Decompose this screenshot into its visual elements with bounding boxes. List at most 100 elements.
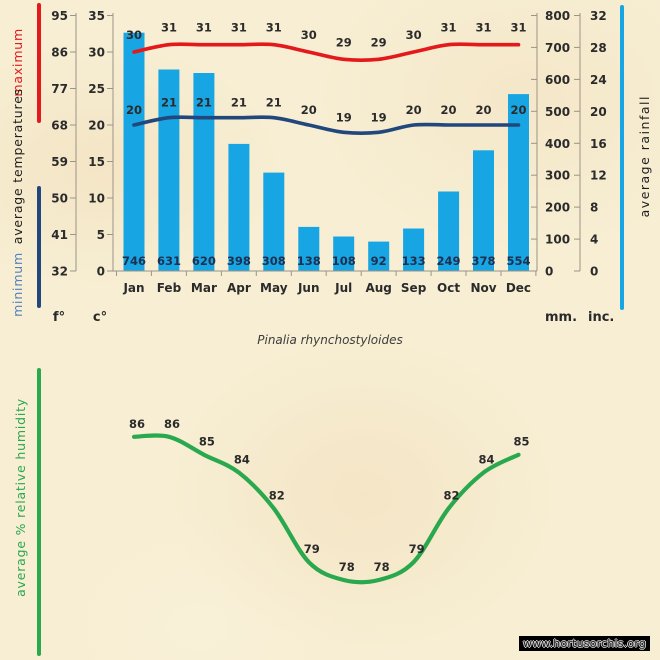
humidity-value-label: 82 (269, 488, 285, 502)
humidity-value-label: 79 (304, 542, 320, 556)
humidity-value-label: 78 (374, 560, 390, 574)
f-axis-tick-label: 32 (51, 265, 68, 279)
humidity-value-label: 84 (478, 453, 494, 467)
humidity-value-label: 79 (409, 542, 425, 556)
inc-axis-tick-label: 28 (590, 41, 607, 55)
rainfall-bar (508, 94, 529, 271)
c-axis-tick-label: 15 (88, 155, 105, 169)
min-temp-value-label: 19 (371, 110, 387, 124)
min-temp-value-label: 21 (231, 96, 247, 110)
rainfall-bar (228, 144, 249, 271)
month-label: Jul (334, 281, 352, 295)
watermark: www.hortusorchis.org (519, 636, 650, 651)
mm-axis-tick-label: 700 (545, 41, 570, 55)
inc-axis-tick-label: 4 (590, 233, 598, 247)
min-temp-value-label: 20 (475, 103, 491, 117)
inc-axis-tick-label: 8 (590, 201, 598, 215)
inc-axis-tick-label: 24 (590, 73, 607, 87)
c-axis-tick-label: 25 (88, 82, 105, 96)
max-temp-value-label: 30 (126, 28, 142, 42)
month-label: Mar (191, 281, 217, 295)
month-label: Sep (401, 281, 427, 295)
max-temp-value-label: 31 (475, 21, 491, 35)
inc-axis-tick-label: 32 (590, 9, 607, 23)
min-temp-value-label: 20 (301, 103, 317, 117)
month-label: Nov (470, 281, 496, 295)
max-temp-value-label: 31 (231, 21, 247, 35)
humidity-line (134, 435, 519, 582)
rain-value-label: 554 (506, 254, 530, 268)
max-temp-value-label: 29 (336, 35, 352, 49)
axes (70, 13, 580, 276)
month-label: Oct (437, 281, 460, 295)
month-label: Apr (227, 281, 251, 295)
max-temp-value-label: 30 (406, 28, 422, 42)
humidity-value-label: 82 (444, 488, 460, 502)
humidity-value-label: 84 (234, 453, 250, 467)
min-temp-value-label: 21 (161, 96, 177, 110)
month-label: Feb (157, 281, 182, 295)
c-axis-tick-label: 0 (97, 265, 105, 279)
c-axis-tick-label: 20 (88, 119, 105, 133)
max-temp-value-label: 30 (301, 28, 317, 42)
min-temp-value-label: 21 (266, 96, 282, 110)
max-temp-value-label: 29 (371, 35, 387, 49)
inc-axis-tick-label: 12 (590, 169, 607, 183)
mm-axis-tick-label: 100 (545, 233, 570, 247)
f-axis-tick-label: 50 (51, 192, 68, 206)
charts-canvas: 9586776859504132353025201510508007006005… (0, 0, 660, 660)
month-label: Dec (506, 281, 531, 295)
month-label: Jun (297, 281, 320, 295)
rain-value-label: 138 (297, 254, 321, 268)
humidity-value-label: 86 (164, 417, 180, 431)
f-axis-tick-label: 59 (51, 155, 68, 169)
mm-axis-tick-label: 300 (545, 169, 570, 183)
mm-axis-tick-label: 500 (545, 105, 570, 119)
c-axis-tick-label: 5 (97, 228, 105, 242)
min-temp-value-label: 20 (126, 103, 142, 117)
rain-value-label: 378 (471, 254, 495, 268)
humidity-value-label: 85 (199, 435, 215, 449)
rain-value-label: 746 (122, 254, 146, 268)
inc-axis-tick-label: 16 (590, 137, 607, 151)
mm-axis-tick-label: 600 (545, 73, 570, 87)
rain-value-label: 308 (262, 254, 286, 268)
rainfall-bar (124, 33, 145, 271)
mm-axis-tick-label: 200 (545, 201, 570, 215)
rainfall-bars (124, 33, 530, 271)
rainfall-bar (473, 150, 494, 271)
inc-axis-tick-label: 20 (590, 105, 607, 119)
humidity-value-label: 85 (513, 435, 529, 449)
f-axis-tick-label: 95 (51, 9, 68, 23)
f-axis-tick-label: 77 (51, 82, 68, 96)
mm-axis-tick-label: 0 (545, 265, 553, 279)
c-axis-tick-label: 30 (88, 46, 105, 60)
min-temp-value-label: 20 (510, 103, 526, 117)
f-axis-tick-label: 86 (51, 46, 68, 60)
max-temp-value-label: 31 (196, 21, 212, 35)
f-axis-tick-label: 41 (51, 228, 68, 242)
humidity-value-label: 86 (129, 417, 145, 431)
rain-value-label: 249 (437, 254, 461, 268)
max-temp-value-label: 31 (441, 21, 457, 35)
f-axis-tick-label: 68 (51, 119, 68, 133)
min-temp-line (134, 117, 519, 133)
c-axis-tick-label: 35 (88, 9, 105, 23)
min-temp-value-label: 20 (406, 103, 422, 117)
min-temp-value-label: 19 (336, 110, 352, 124)
rain-value-label: 108 (332, 254, 356, 268)
climate-diagram: maximum average temperatures minimum ave… (0, 0, 660, 660)
mm-axis-tick-label: 400 (545, 137, 570, 151)
rain-value-label: 620 (192, 254, 216, 268)
inc-axis-tick-label: 0 (590, 265, 598, 279)
max-temp-value-label: 31 (510, 21, 526, 35)
mm-axis-tick-label: 800 (545, 9, 570, 23)
rain-value-label: 92 (371, 254, 387, 268)
month-label: Aug (365, 281, 391, 295)
c-axis-tick-label: 10 (88, 192, 105, 206)
max-temp-value-label: 31 (161, 21, 177, 35)
max-temp-value-label: 31 (266, 21, 282, 35)
min-temp-value-label: 20 (441, 103, 457, 117)
rain-value-label: 133 (402, 254, 426, 268)
month-label: May (260, 281, 288, 295)
